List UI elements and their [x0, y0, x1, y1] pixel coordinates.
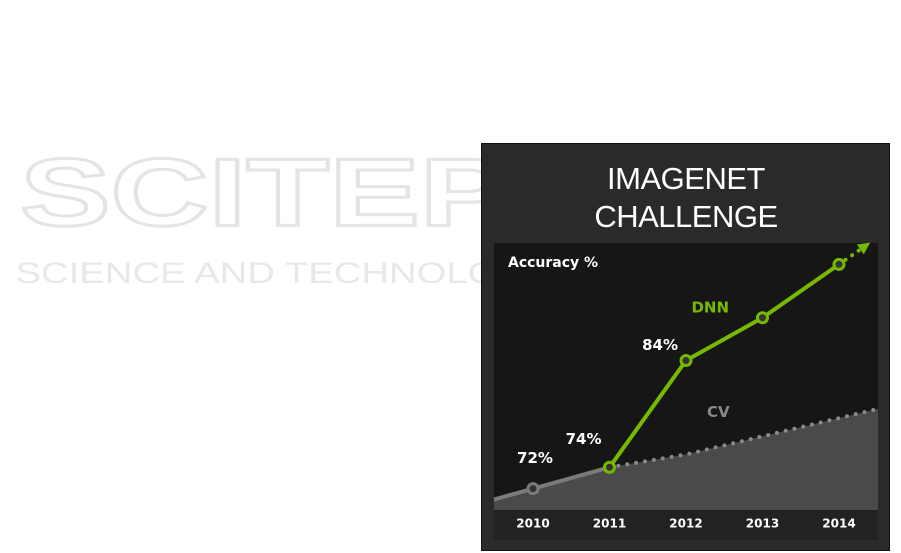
series-label: DNN: [691, 299, 729, 317]
value-label: 84%: [642, 336, 678, 354]
dnn-marker: [679, 353, 693, 367]
cv-area: [494, 408, 878, 510]
x-tick-label: 2014: [822, 517, 855, 531]
x-tick-label: 2010: [516, 517, 549, 531]
x-tick-label: 2011: [593, 517, 626, 531]
y-label: Accuracy %: [508, 255, 598, 271]
dnn-line: [607, 262, 841, 469]
x-axis-strip: [494, 510, 878, 540]
chart-title: IMAGENET CHALLENGE: [594, 161, 778, 234]
dnn-marker: [756, 311, 769, 325]
x-tick-label: 2013: [746, 517, 779, 531]
plot: 2010 2011 2012 2013 2014 74% 84% 72% DNN CV: [493, 242, 880, 531]
series-label: CV: [707, 403, 730, 421]
cv-marker: [526, 482, 540, 496]
x-tick-label: 2012: [669, 517, 702, 531]
value-label: 72%: [517, 449, 553, 467]
dnn-arrow: [856, 242, 871, 255]
dnn-marker: [832, 257, 846, 271]
dnn-marker: [603, 460, 616, 474]
value-label: 74%: [566, 430, 602, 448]
